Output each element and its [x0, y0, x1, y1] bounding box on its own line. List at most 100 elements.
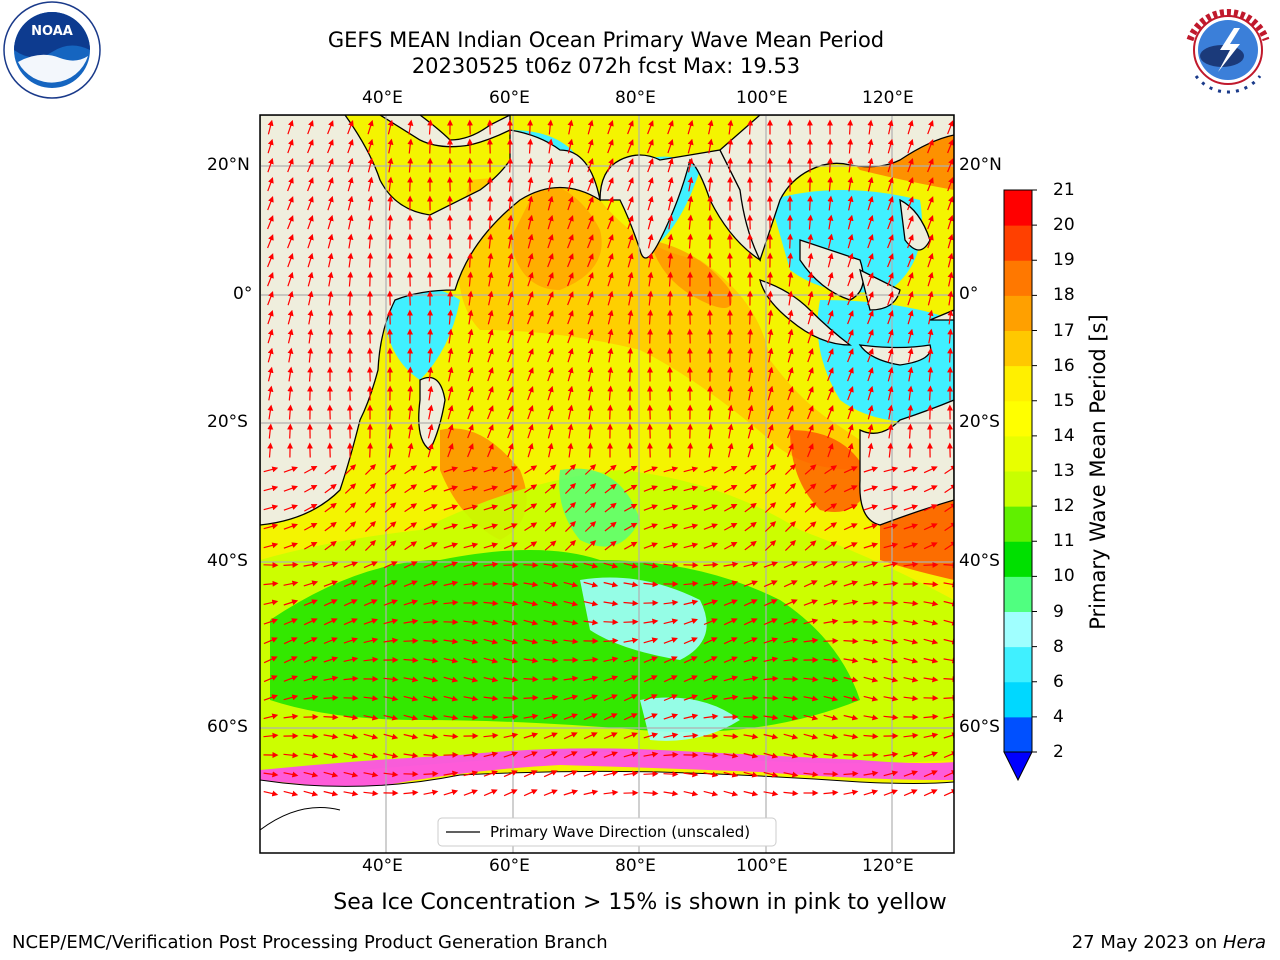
wave-arrow [643, 581, 659, 588]
wave-arrow [347, 290, 354, 306]
wave-arrow [607, 196, 614, 211]
wave-arrow [483, 676, 499, 683]
wave-arrow [623, 675, 638, 683]
colorbar-tick-label: 18 [1053, 285, 1075, 306]
wave-arrow [563, 600, 579, 607]
wave-arrow [587, 328, 594, 344]
wave-arrow [403, 752, 419, 759]
wave-arrow [567, 119, 574, 135]
wave-arrow [847, 233, 854, 249]
wave-arrow [287, 347, 294, 363]
wave-arrow [443, 580, 459, 587]
wave-arrow [283, 675, 298, 682]
wave-arrow [307, 328, 314, 344]
wave-arrow [423, 733, 439, 740]
wave-arrow [303, 618, 318, 626]
wave-arrow [727, 119, 734, 135]
wave-arrow [667, 271, 674, 287]
wave-arrow [683, 485, 699, 492]
wave-arrow [623, 600, 639, 607]
wave-arrow [304, 484, 318, 493]
wave-arrow [307, 233, 314, 249]
wave-arrow [443, 695, 459, 702]
wave-arrow [487, 386, 494, 401]
wave-arrow [927, 290, 934, 306]
wave-arrow [683, 599, 699, 606]
wave-arrow [447, 328, 454, 344]
wave-arrow [584, 540, 597, 551]
wave-arrow [604, 521, 617, 532]
wave-arrow [487, 271, 494, 287]
wave-arrow [543, 600, 559, 607]
wave-arrow [867, 329, 874, 344]
wave-arrow [463, 638, 479, 645]
wave-arrow [627, 177, 634, 192]
wave-arrow [863, 561, 878, 568]
wave-arrow [923, 657, 939, 664]
wave-arrow [527, 195, 534, 211]
wave-arrow [263, 542, 279, 549]
wave-arrow [883, 714, 899, 721]
wave-arrow [443, 523, 459, 530]
wave-arrow [727, 423, 734, 439]
wave-arrow [423, 561, 438, 569]
wave-arrow [307, 366, 314, 382]
low-period-region [640, 697, 740, 741]
wave-arrow [624, 465, 638, 474]
wave-arrow [507, 424, 514, 439]
wave-arrow [643, 751, 659, 758]
wave-arrow [767, 404, 774, 420]
wave-arrow [483, 789, 498, 797]
wave-arrow [567, 253, 574, 268]
wave-arrow [483, 600, 499, 607]
wave-arrow [887, 328, 894, 344]
wave-arrow [323, 656, 339, 663]
wave-arrow [743, 599, 758, 607]
wave-arrow [507, 329, 514, 344]
wave-arrow [903, 542, 919, 549]
wave-arrow [703, 713, 719, 720]
wave-arrow [663, 771, 679, 778]
wave-arrow [787, 233, 794, 249]
wave-arrow [483, 732, 499, 739]
wave-arrow [823, 714, 839, 721]
wave-arrow [503, 600, 519, 607]
wave-arrow [607, 215, 614, 230]
wave-arrow [423, 752, 439, 759]
wave-arrow [363, 771, 379, 778]
wave-arrow [383, 695, 399, 702]
wave-arrow [587, 158, 594, 173]
wave-arrow [807, 290, 814, 306]
wave-arrow [547, 176, 554, 192]
wave-arrow [283, 618, 298, 626]
wave-arrow [343, 733, 359, 740]
wave-arrow [787, 424, 794, 439]
wave-arrow [863, 657, 879, 664]
wave-arrow [764, 540, 777, 551]
wave-arrow [547, 253, 554, 268]
wave-arrow [583, 600, 599, 607]
wave-arrow [263, 790, 279, 797]
wave-arrow [643, 485, 658, 492]
wave-arrow [347, 271, 354, 287]
wave-arrow [803, 637, 819, 644]
colorbar-swatch [1004, 225, 1032, 261]
wave-arrow [344, 540, 357, 551]
wave-arrow [663, 751, 679, 758]
footer-credit: NCEP/EMC/Verification Post Processing Pr… [12, 932, 608, 953]
wave-arrow [723, 733, 739, 740]
wave-arrow [643, 656, 658, 663]
wave-arrow [327, 271, 334, 287]
wave-arrow [727, 385, 734, 401]
wave-arrow [423, 638, 439, 645]
wave-arrow [827, 252, 834, 268]
wave-arrow [323, 733, 339, 740]
wave-arrow [883, 751, 899, 758]
wave-arrow [807, 233, 814, 249]
wave-arrow [907, 138, 914, 154]
wave-arrow [927, 177, 934, 192]
wave-arrow [543, 789, 558, 796]
wave-arrow [547, 195, 554, 211]
wave-arrow [767, 328, 774, 344]
wave-arrow [763, 561, 778, 568]
